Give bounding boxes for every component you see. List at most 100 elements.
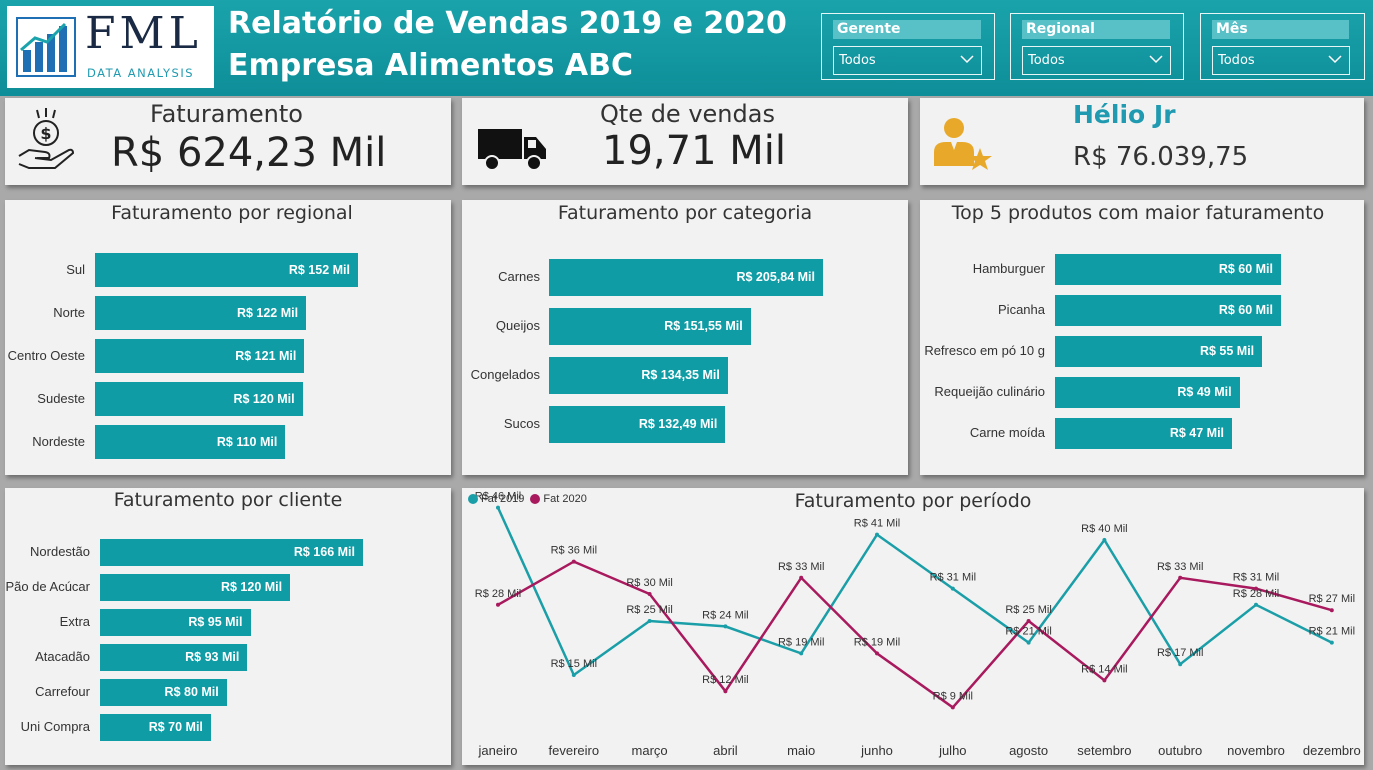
data-point-2019[interactable] <box>1329 640 1334 645</box>
data-point-2019[interactable] <box>723 624 728 629</box>
chevron-down-icon <box>960 55 974 64</box>
bar-cliente[interactable]: R$ 166 Mil <box>100 538 363 566</box>
bar-category-label: Refresco em pó 10 g <box>924 343 1045 358</box>
bar-category-label: Uni Compra <box>20 719 90 734</box>
data-label: R$ 33 Mil <box>778 561 824 573</box>
bar-value-label: R$ 120 Mil <box>233 392 295 406</box>
company-logo: FML DATA ANALYSIS <box>7 6 214 88</box>
bar-regional[interactable]: R$ 122 Mil <box>95 296 307 330</box>
bar-cliente[interactable]: R$ 120 Mil <box>100 573 291 601</box>
page-subtitle: Empresa Alimentos ABC <box>228 48 634 83</box>
data-label: R$ 28 Mil <box>475 588 521 600</box>
series-line-2020[interactable] <box>497 560 1333 710</box>
data-label: R$ 9 Mil <box>933 690 973 702</box>
data-point-2019[interactable] <box>1026 640 1031 645</box>
bar-cliente[interactable]: R$ 70 Mil <box>100 713 211 741</box>
bar-value-label: R$ 121 Mil <box>235 349 297 363</box>
data-point-2020[interactable] <box>496 602 500 607</box>
data-point-2020[interactable] <box>723 689 728 694</box>
bar-regional[interactable]: R$ 120 Mil <box>95 382 303 416</box>
filter-gerente-label: Gerente <box>833 20 981 39</box>
filter-regional-label: Regional <box>1022 20 1170 39</box>
chevron-down-icon <box>1149 55 1163 64</box>
bar-value-label: R$ 132,49 Mil <box>638 417 718 431</box>
data-point-2019[interactable] <box>647 619 652 623</box>
bar-categoria[interactable]: R$ 134,35 Mil <box>549 356 728 394</box>
data-point-2019[interactable] <box>1254 602 1258 607</box>
bar-regional[interactable]: R$ 121 Mil <box>95 339 305 373</box>
data-point-2020[interactable] <box>571 559 576 564</box>
kpi-gerente-value: R$ 76.039,75 <box>1073 142 1249 172</box>
bar-produtos[interactable]: R$ 60 Mil <box>1055 253 1281 285</box>
filter-mes-select[interactable]: Todos <box>1212 46 1350 75</box>
data-point-2019[interactable] <box>875 532 879 537</box>
bar-category-label: Extra <box>59 614 90 629</box>
bar-regional[interactable]: R$ 110 Mil <box>95 425 286 459</box>
data-point-2020[interactable] <box>799 575 804 580</box>
chart-produtos-card: Top 5 produtos com maior faturamento Ham… <box>920 200 1364 475</box>
data-point-2020[interactable] <box>647 592 652 596</box>
bar-produtos[interactable]: R$ 60 Mil <box>1055 294 1281 326</box>
filter-gerente-select[interactable]: Todos <box>833 46 982 75</box>
bar-category-label: Pão de Acúcar <box>5 579 90 594</box>
kpi-vendas-card: Qte de vendas 19,71 Mil <box>462 98 908 185</box>
bar-category-label: Sudeste <box>37 391 85 406</box>
x-tick-label: novembro <box>1227 743 1285 758</box>
data-point-2019[interactable] <box>1178 662 1183 667</box>
money-hand-icon: $ <box>18 108 75 169</box>
bar-value-label: R$ 152 Mil <box>288 263 350 277</box>
bar-cliente[interactable]: R$ 93 Mil <box>100 643 248 671</box>
filter-regional-select[interactable]: Todos <box>1022 46 1171 75</box>
data-point-2020[interactable] <box>1254 586 1258 591</box>
page-title: Relatório de Vendas 2019 e 2020 <box>228 6 787 41</box>
bar-category-label: Nordeste <box>32 434 85 449</box>
data-label: R$ 30 Mil <box>626 577 672 589</box>
data-label: R$ 14 Mil <box>1081 663 1127 675</box>
bar-value-label: R$ 110 Mil <box>216 435 278 449</box>
data-label: R$ 15 Mil <box>551 658 597 670</box>
data-point-2020[interactable] <box>1178 575 1183 580</box>
bar-value-label: R$ 166 Mil <box>293 545 355 559</box>
filter-mes: Mês Todos <box>1200 13 1365 80</box>
bar-produtos[interactable]: R$ 55 Mil <box>1055 335 1263 367</box>
bar-regional[interactable]: R$ 152 Mil <box>95 253 358 287</box>
x-tick-label: agosto <box>1009 743 1048 758</box>
series-line-2019[interactable] <box>496 507 1333 677</box>
bar-value-label: R$ 93 Mil <box>185 650 240 664</box>
data-point-2019[interactable] <box>1102 538 1107 542</box>
chart-periodo-title: Faturamento por período <box>794 490 1032 512</box>
data-label: R$ 24 Mil <box>702 609 748 621</box>
chart-legend: Fat 2019 Fat 2020 <box>468 493 593 505</box>
data-point-2020[interactable] <box>875 651 879 656</box>
bar-category-label: Atacadão <box>35 649 90 664</box>
bar-categoria[interactable]: R$ 205,84 Mil <box>549 258 823 296</box>
bar-categoria[interactable]: R$ 151,55 Mil <box>549 307 751 345</box>
data-point-2019[interactable] <box>496 505 500 510</box>
bar-value-label: R$ 120 Mil <box>220 580 283 594</box>
kpi-faturamento-value: R$ 624,23 Mil <box>111 130 387 176</box>
legend-dot-2019 <box>468 494 478 504</box>
line-chart-periodo: R$ 46 Mil R$ 15 Mil R$ 25 Mil R$ 24 Mil R$ 1… <box>475 491 1361 758</box>
x-tick-label: outubro <box>1158 743 1202 758</box>
chart-regional-title: Faturamento por regional <box>111 202 353 224</box>
bar-category-label: Sucos <box>503 416 540 431</box>
data-label: R$ 33 Mil <box>1157 561 1203 573</box>
bar-category-label: Carnes <box>498 269 540 284</box>
bar-category-label: Congelados <box>470 367 540 382</box>
x-tick-label: julho <box>938 743 966 758</box>
bar-produtos[interactable]: R$ 49 Mil <box>1055 376 1240 408</box>
bar-categoria[interactable]: R$ 132,49 Mil <box>549 405 726 443</box>
data-label: R$ 17 Mil <box>1157 647 1203 659</box>
data-point-2019[interactable] <box>799 651 804 656</box>
x-tick-label: abril <box>713 743 738 758</box>
data-point-2020[interactable] <box>950 705 955 710</box>
data-point-2020[interactable] <box>1102 678 1107 683</box>
bar-produtos[interactable]: R$ 47 Mil <box>1055 417 1233 449</box>
bar-cliente[interactable]: R$ 95 Mil <box>100 608 251 636</box>
data-point-2019[interactable] <box>950 586 955 591</box>
bar-cliente[interactable]: R$ 80 Mil <box>100 678 227 706</box>
legend-item-2019: Fat 2019 <box>468 493 524 505</box>
data-point-2020[interactable] <box>1329 608 1334 613</box>
data-point-2019[interactable] <box>571 673 576 677</box>
data-point-2020[interactable] <box>1026 619 1031 623</box>
